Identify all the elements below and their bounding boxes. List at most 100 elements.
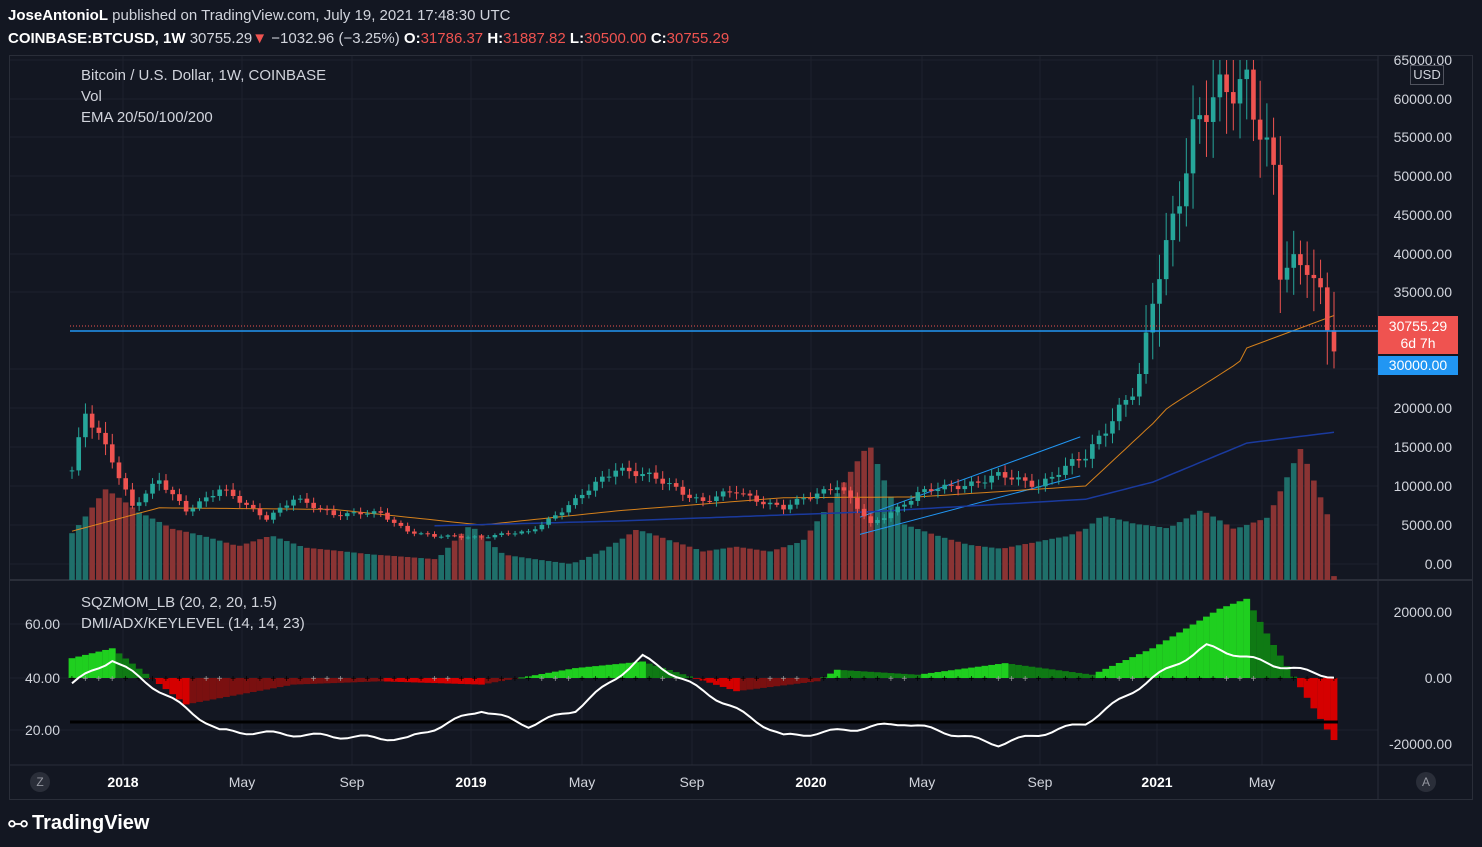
ema-indicator-label[interactable]: EMA 20/50/100/200 xyxy=(81,109,213,126)
squeeze-dot: + xyxy=(1291,674,1297,685)
volume-bar xyxy=(606,546,612,580)
volume-bar xyxy=(727,547,733,580)
momentum-bar xyxy=(572,668,579,678)
momentum-bar xyxy=(927,672,935,678)
candle-body xyxy=(814,493,820,499)
volume-bar xyxy=(539,560,545,580)
volume-bar xyxy=(122,502,129,580)
momentum-bar xyxy=(988,664,996,678)
candle-body xyxy=(109,444,115,463)
candle-body xyxy=(526,531,531,533)
momentum-bar xyxy=(867,671,875,678)
open-label: O: xyxy=(403,30,421,47)
adx-axis-label: 40.00 xyxy=(24,670,60,686)
squeeze-dot: + xyxy=(96,674,102,685)
volume-bar xyxy=(1210,516,1216,580)
squeeze-dot: + xyxy=(1197,674,1203,685)
volume-bar xyxy=(136,512,142,580)
squeeze-dot: + xyxy=(270,674,276,685)
volume-bar xyxy=(1190,514,1196,580)
dmi-indicator-label[interactable]: DMI/ADX/KEYLEVEL (14, 14, 23) xyxy=(81,615,305,632)
time-axis-label: May xyxy=(568,774,596,790)
volume-bar xyxy=(190,533,196,580)
volume-bar xyxy=(659,537,666,580)
volume-bar xyxy=(740,547,747,580)
squeeze-dot: + xyxy=(445,674,451,685)
volume-bar xyxy=(733,546,740,580)
momentum-bar xyxy=(457,678,465,684)
adx-line xyxy=(71,643,1335,748)
candle-body xyxy=(365,513,370,515)
candle-body xyxy=(720,491,726,497)
momentum-bar xyxy=(746,678,754,690)
price-axis-label: 40000.00 xyxy=(1393,246,1452,262)
momentum-bar xyxy=(155,678,163,684)
volume-bar xyxy=(458,533,465,580)
candle-body xyxy=(405,525,410,532)
squeeze-dot: + xyxy=(660,674,666,685)
volume-bar xyxy=(210,538,216,580)
momentum-bar xyxy=(176,678,183,700)
squeeze-dot: + xyxy=(995,674,1001,685)
momentum-bar xyxy=(363,678,371,682)
momentum-bar xyxy=(1135,654,1143,678)
candle-body xyxy=(170,489,175,495)
momentum-bar xyxy=(632,662,640,678)
momentum-bar xyxy=(1330,678,1338,741)
volume-bar xyxy=(653,535,659,580)
candle-body xyxy=(841,487,847,491)
candle-body xyxy=(250,504,256,509)
author-name[interactable]: JoseAntonioL xyxy=(8,7,108,24)
momentum-bar xyxy=(350,678,358,683)
auto-scale-button[interactable]: A xyxy=(1416,772,1436,792)
candle-body xyxy=(546,518,551,525)
momentum-bar xyxy=(659,667,667,678)
tradingview-logo[interactable]: ⧟ TradingView xyxy=(8,812,149,835)
volume-bar xyxy=(1002,548,1008,580)
squeeze-dot: + xyxy=(176,674,182,685)
candle-body xyxy=(1009,477,1015,480)
candle-body xyxy=(539,524,545,530)
momentum-bar xyxy=(1176,632,1184,678)
squeeze-dot: + xyxy=(82,674,88,685)
volume-bar xyxy=(626,534,632,580)
volume-bar xyxy=(800,539,807,580)
momentum-bar xyxy=(760,678,767,688)
candle-body xyxy=(700,497,706,501)
candle-body xyxy=(479,536,484,538)
momentum-bar xyxy=(290,678,297,685)
volume-bar xyxy=(673,542,679,580)
volume-bar xyxy=(565,563,572,580)
zoom-reset-button[interactable]: Z xyxy=(30,772,50,792)
momentum-bar xyxy=(229,678,237,696)
momentum-bar xyxy=(310,678,318,684)
candle-body xyxy=(875,519,880,523)
candle-body xyxy=(586,490,592,495)
squeeze-dot: + xyxy=(593,674,599,685)
chart-title[interactable]: Bitcoin / U.S. Dollar, 1W, COINBASE xyxy=(81,67,327,84)
momentum-bar xyxy=(1088,674,1096,678)
candle-body xyxy=(821,489,827,494)
candle-body xyxy=(740,493,746,495)
candle-body xyxy=(989,475,994,483)
candle-body xyxy=(1217,74,1223,98)
momentum-bar xyxy=(1035,667,1043,678)
vol-indicator-label[interactable]: Vol xyxy=(81,88,102,105)
currency-label[interactable]: USD xyxy=(1410,65,1444,85)
candle-body xyxy=(499,533,504,536)
volume-bar xyxy=(948,539,955,580)
momentum-bar xyxy=(800,678,808,683)
squeeze-dot: + xyxy=(525,674,531,685)
volume-bar xyxy=(532,559,538,580)
squeeze-dot: + xyxy=(311,674,317,685)
volume-bar xyxy=(102,489,109,580)
volume-bar xyxy=(498,552,505,580)
momentum-bar xyxy=(578,667,586,678)
sqzmom-indicator-label[interactable]: SQZMOM_LB (20, 2, 20, 1.5) xyxy=(81,594,277,611)
momentum-bar xyxy=(679,674,687,678)
momentum-bar xyxy=(900,673,908,678)
candle-body xyxy=(150,483,155,494)
squeeze-dot: + xyxy=(875,674,881,685)
candle-body xyxy=(465,537,471,539)
